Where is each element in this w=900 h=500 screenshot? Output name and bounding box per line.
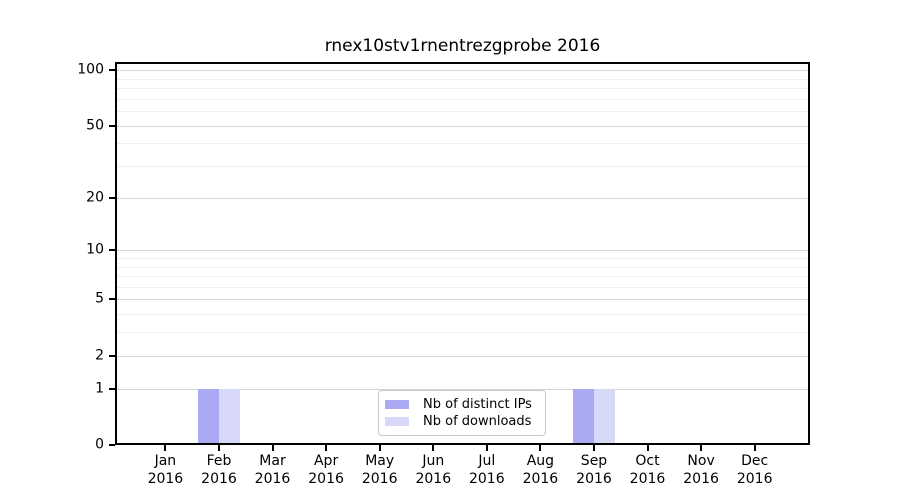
x-tick-month: Sep: [580, 453, 608, 469]
chart-title: rnex10stv1rnentrezgprobe 2016: [324, 36, 601, 56]
legend-label-downloads: Nb of downloads: [423, 414, 532, 429]
x-tick-mark-feb: [218, 445, 220, 451]
x-tick-year: 2016: [468, 470, 505, 487]
x-tick-year: 2016: [576, 470, 612, 487]
x-tick-label-oct: Oct 2016: [630, 453, 666, 488]
y-tick-label-50: 50: [86, 117, 104, 134]
y-tick-mark-50: [109, 124, 115, 127]
bar-downloads-feb: [219, 388, 240, 443]
y-tick-label-100: 100: [77, 61, 104, 78]
y-tick-mark-5: [109, 298, 115, 301]
bar-downloads-sep: [594, 388, 615, 443]
y-tick-mark-0: [109, 444, 115, 446]
x-tick-mark-jan: [164, 445, 167, 451]
x-tick-label-may: May 2016: [362, 453, 398, 488]
legend-swatch-downloads-icon: [385, 417, 409, 426]
x-tick-month: Jun: [422, 453, 445, 469]
major-gridline-1: [116, 388, 809, 390]
x-tick-year: 2016: [201, 470, 237, 487]
x-tick-month: Dec: [741, 453, 769, 469]
x-tick-label-sep: Sep 2016: [576, 453, 612, 488]
plot-frame: [115, 62, 810, 445]
x-tick-month: Apr: [313, 453, 339, 469]
x-tick-mark-apr: [325, 445, 328, 451]
x-tick-mark-nov: [700, 445, 703, 451]
minor-gridline-60: [116, 111, 809, 112]
minor-gridline-40: [116, 143, 809, 145]
x-tick-mark-aug: [539, 445, 542, 451]
x-tick-year: 2016: [308, 470, 344, 487]
x-tick-label-mar: Mar 2016: [255, 453, 291, 488]
major-gridline-2: [116, 355, 809, 357]
x-tick-label-jan: Jan 2016: [148, 453, 184, 488]
minor-gridline-30: [116, 166, 809, 167]
x-tick-year: 2016: [361, 470, 398, 487]
x-tick-mark-dec: [753, 445, 756, 451]
minor-gridline-8: [116, 266, 809, 268]
y-tick-label-5: 5: [95, 291, 104, 308]
x-tick-month: Oct: [635, 453, 660, 469]
x-tick-label-nov: Nov 2016: [683, 453, 719, 488]
x-tick-year: 2016: [736, 470, 773, 487]
x-tick-mark-sep: [593, 445, 595, 451]
minor-gridline-9: [116, 257, 809, 259]
x-tick-label-jul: Jul 2016: [469, 453, 505, 488]
x-tick-month: Mar: [259, 453, 286, 469]
y-tick-mark-2: [109, 354, 115, 357]
y-tick-mark-1: [109, 387, 115, 390]
x-tick-mark-oct: [646, 445, 649, 451]
x-tick-year: 2016: [683, 470, 719, 487]
legend-item-distinct-ips: Nb of distinct IPs: [385, 397, 537, 412]
major-gridline-5: [116, 299, 809, 301]
legend-item-downloads: Nb of downloads: [385, 414, 537, 429]
x-tick-year: 2016: [254, 470, 291, 487]
x-tick-year: 2016: [522, 470, 559, 487]
x-tick-label-jun: Jun 2016: [415, 453, 451, 488]
y-tick-label-20: 20: [86, 189, 104, 206]
bar-distinct-ips-sep: [573, 388, 594, 443]
y-tick-mark-20: [109, 196, 115, 199]
x-tick-month: Jan: [154, 453, 177, 469]
x-tick-year: 2016: [629, 470, 666, 487]
x-tick-mark-jul: [485, 445, 488, 451]
x-tick-month: Jul: [478, 453, 496, 469]
x-tick-month: Feb: [206, 453, 232, 469]
x-tick-month: Nov: [687, 453, 715, 469]
y-tick-label-1: 1: [95, 380, 104, 397]
major-gridline-100: [116, 70, 809, 71]
x-tick-label-feb: Feb 2016: [201, 453, 237, 488]
y-tick-mark-100: [109, 69, 115, 71]
x-tick-year: 2016: [147, 470, 184, 487]
legend: Nb of distinct IPs Nb of downloads: [378, 390, 546, 436]
minor-gridline-6: [116, 286, 809, 288]
minor-gridline-90: [116, 78, 809, 80]
x-tick-month: May: [365, 453, 395, 469]
y-tick-label-2: 2: [95, 347, 104, 364]
minor-gridline-80: [116, 87, 809, 89]
y-tick-label-10: 10: [86, 241, 104, 258]
x-tick-year: 2016: [415, 470, 452, 487]
bar-distinct-ips-feb: [198, 388, 219, 443]
y-tick-label-0: 0: [95, 436, 104, 453]
x-tick-mark-may: [378, 445, 381, 451]
x-tick-label-dec: Dec 2016: [737, 453, 773, 488]
major-gridline-20: [116, 197, 809, 199]
major-gridline-50: [116, 125, 809, 127]
legend-swatch-distinct-ips-icon: [385, 400, 409, 409]
x-tick-mark-mar: [271, 445, 274, 451]
minor-gridline-4: [116, 314, 809, 316]
x-tick-label-apr: Apr 2016: [308, 453, 344, 488]
minor-gridline-3: [116, 332, 809, 334]
y-tick-mark-10: [109, 249, 115, 252]
minor-gridline-7: [116, 276, 809, 277]
legend-label-distinct-ips: Nb of distinct IPs: [423, 397, 532, 412]
x-tick-mark-jun: [432, 445, 435, 451]
x-tick-month: Aug: [526, 453, 555, 469]
x-tick-label-aug: Aug 2016: [523, 453, 559, 488]
minor-gridline-70: [116, 98, 809, 100]
major-gridline-10: [116, 250, 809, 252]
